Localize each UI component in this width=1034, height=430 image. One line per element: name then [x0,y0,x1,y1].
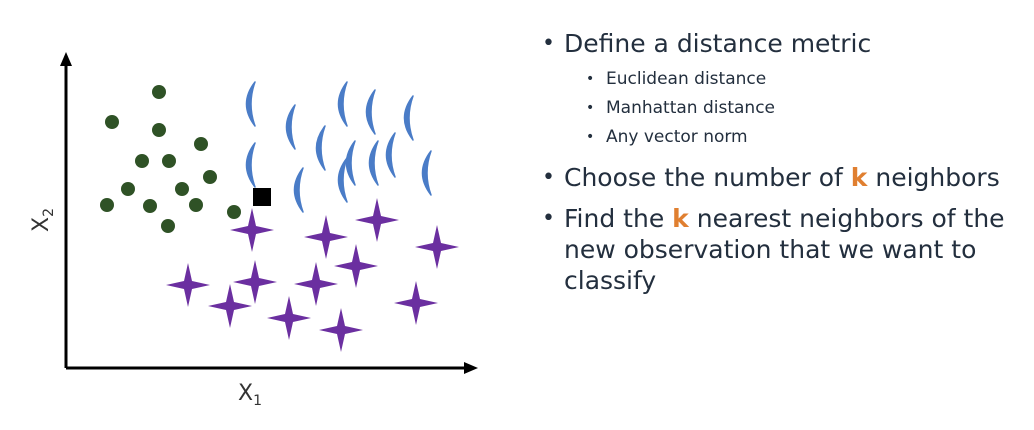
dot-marker [227,205,241,219]
dot-marker [135,154,149,168]
sub-bullet-vector-norm: • Any vector norm [564,123,1016,152]
bullet-dot: • [542,165,555,190]
y-axis-label: X2 [29,208,57,232]
bullet-text-pre: Choose the number of [564,163,851,192]
star-marker [166,263,210,307]
bullet-text-post: nearest neighbors of the new observation… [564,204,1005,295]
x-axis-label: X1 [238,381,262,409]
dot-marker [105,115,119,129]
dot-marker [143,199,157,213]
star-marker [230,208,274,252]
bullet-list: • Define a distance metric • Euclidean di… [536,28,1016,296]
crescent-marker [285,104,296,150]
sub-bullet-manhattan: • Manhattan distance [564,94,1016,123]
k-highlight: k [850,163,868,192]
bullet-distance-metric: • Define a distance metric • Euclidean di… [536,28,1016,152]
dot-marker [161,219,175,233]
crescent-marker [365,89,376,135]
class-stars [166,198,459,352]
crescent-marker [315,125,326,171]
bullet-dot: • [542,206,555,231]
star-marker [267,296,311,340]
new-observation-square [253,188,271,206]
star-marker [415,225,459,269]
dot-marker [152,123,166,137]
dot-marker [121,182,135,196]
crescent-marker [245,142,256,188]
sub-bullet-dot: • [586,129,595,145]
star-marker [355,198,399,242]
crescent-marker [385,132,396,178]
sub-bullet-euclidean: • Euclidean distance [564,65,1016,94]
axes [60,52,478,374]
k-highlight: k [672,204,689,233]
crescent-marker [345,140,356,186]
sub-list: • Euclidean distance • Manhattan distance … [564,65,1016,152]
y-axis-arrow [60,52,72,66]
crescent-marker [245,81,256,127]
bullet-choose-k: • Choose the number of k neighbors [536,162,1016,193]
star-marker [334,244,378,288]
dot-marker [175,182,189,196]
bullet-text: Define a distance metric [564,29,872,58]
dot-marker [100,198,114,212]
crescent-marker [337,157,348,203]
sub-bullet-dot: • [586,71,595,87]
bullet-dot: • [542,31,555,56]
star-marker [319,308,363,352]
dot-marker [203,170,217,184]
crescent-marker [421,150,432,196]
class-crescents [245,81,432,213]
bullet-text-post: neighbors [867,163,1000,192]
sub-bullet-text: Euclidean distance [606,69,767,89]
sub-bullet-text: Manhattan distance [606,98,776,118]
crescent-marker [293,167,304,213]
star-marker [233,260,277,304]
crescent-marker [337,81,348,127]
bullet-text-pre: Find the [564,204,673,233]
knn-diagram: X2 X1 [29,52,478,409]
x-axis-arrow [464,362,478,374]
star-marker [208,284,252,328]
sub-bullet-dot: • [586,100,595,116]
class-dots [100,85,241,233]
dot-marker [152,85,166,99]
star-marker [304,215,348,259]
dot-marker [194,137,208,151]
dot-marker [162,154,176,168]
star-marker [294,262,338,306]
crescent-marker [403,95,414,141]
dot-marker [189,198,203,212]
sub-bullet-text: Any vector norm [606,127,748,147]
crescent-marker [368,140,379,186]
star-marker [394,281,438,325]
bullet-find-neighbors: • Find the k nearest neighbors of the ne… [536,203,1016,296]
